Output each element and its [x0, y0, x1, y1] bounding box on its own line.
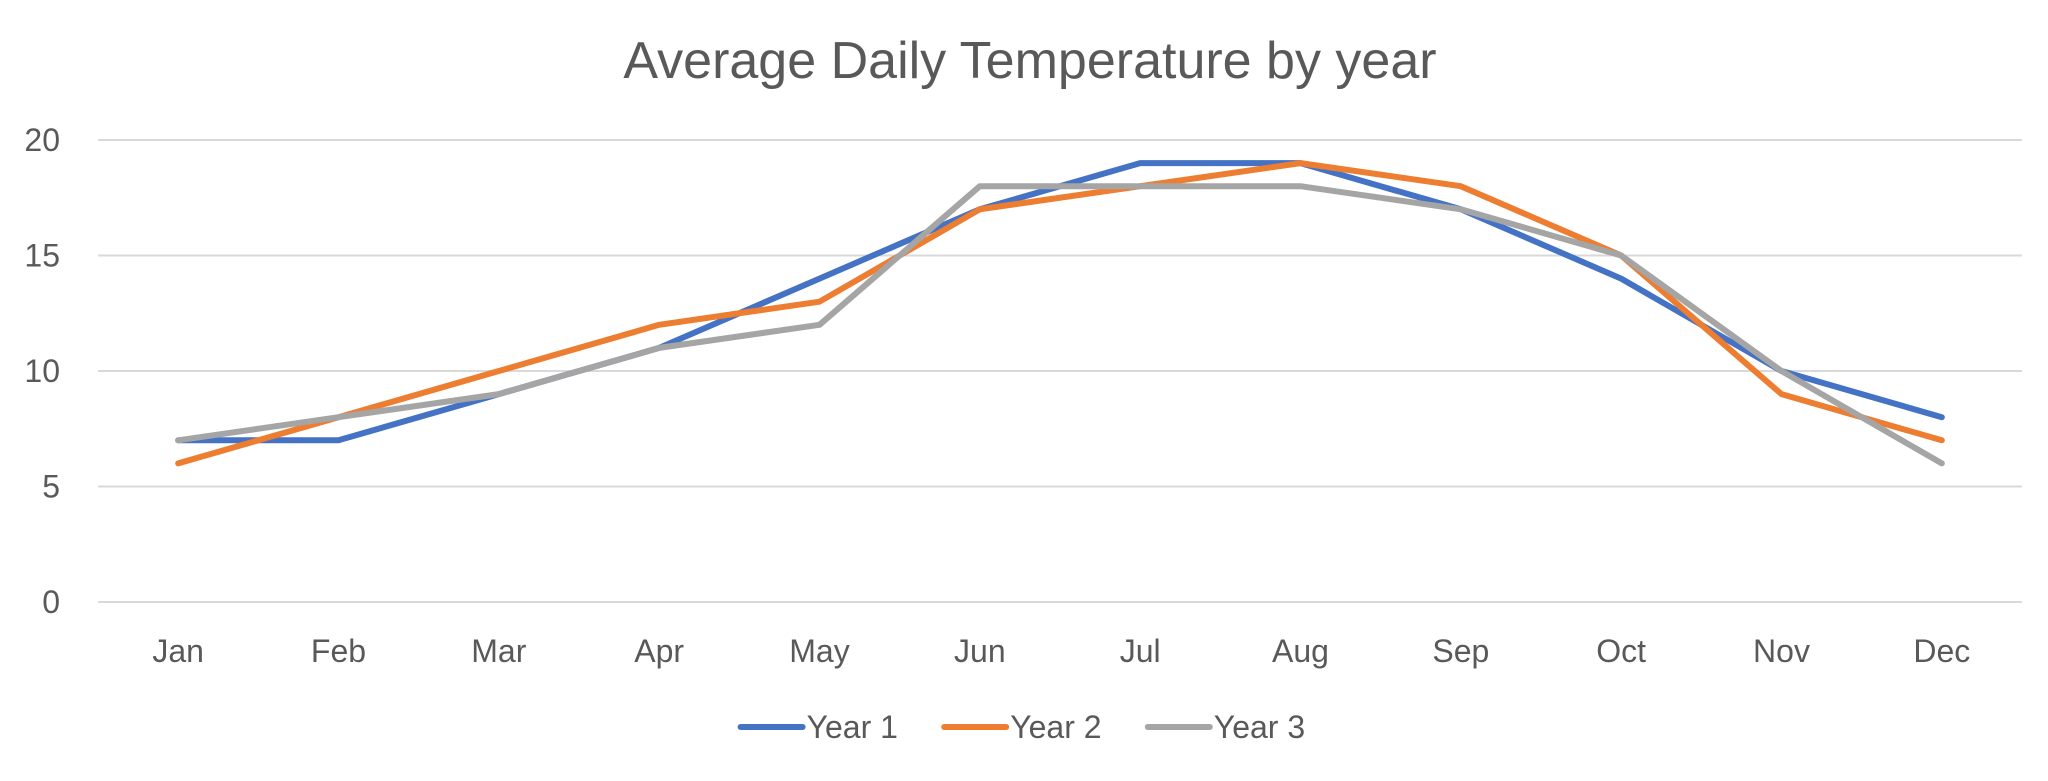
x-tick-label: May	[789, 633, 849, 669]
y-tick-label: 10	[24, 353, 60, 389]
x-tick-label: Feb	[311, 633, 366, 669]
legend-label: Year 1	[807, 709, 898, 745]
y-axis-ticks: 0 5 10 15 20	[24, 122, 60, 620]
x-tick-label: Mar	[471, 633, 526, 669]
x-tick-label: Jun	[954, 633, 1006, 669]
x-tick-label: Jul	[1120, 633, 1161, 669]
y-tick-label: 0	[42, 584, 60, 620]
x-tick-label: Dec	[1913, 633, 1970, 669]
x-tick-label: Nov	[1753, 633, 1810, 669]
legend-label: Year 2	[1010, 709, 1101, 745]
x-tick-label: Oct	[1596, 633, 1646, 669]
y-tick-label: 20	[24, 122, 60, 158]
x-tick-label: Apr	[634, 633, 684, 669]
series-line-3	[175, 183, 1945, 467]
x-tick-label: Jan	[152, 633, 204, 669]
legend-item-3: Year 3	[1144, 709, 1305, 745]
y-tick-label: 5	[42, 469, 60, 505]
legend: Year 1 Year 2 Year 3	[737, 709, 1305, 745]
legend-item-1: Year 1	[737, 709, 898, 745]
series-lines	[175, 160, 1945, 467]
series-line-2	[175, 160, 1945, 467]
legend-item-2: Year 2	[941, 709, 1102, 745]
y-tick-label: 15	[24, 238, 60, 274]
x-tick-label: Aug	[1272, 633, 1329, 669]
x-tick-label: Sep	[1432, 633, 1489, 669]
legend-label: Year 3	[1214, 709, 1305, 745]
gridlines	[98, 139, 2022, 603]
x-axis-ticks: Jan Feb Mar Apr May Jun Jul Aug Sep Oct Nov Dec	[152, 633, 1970, 669]
chart-title: Average Daily Temperature by year	[623, 32, 1436, 90]
